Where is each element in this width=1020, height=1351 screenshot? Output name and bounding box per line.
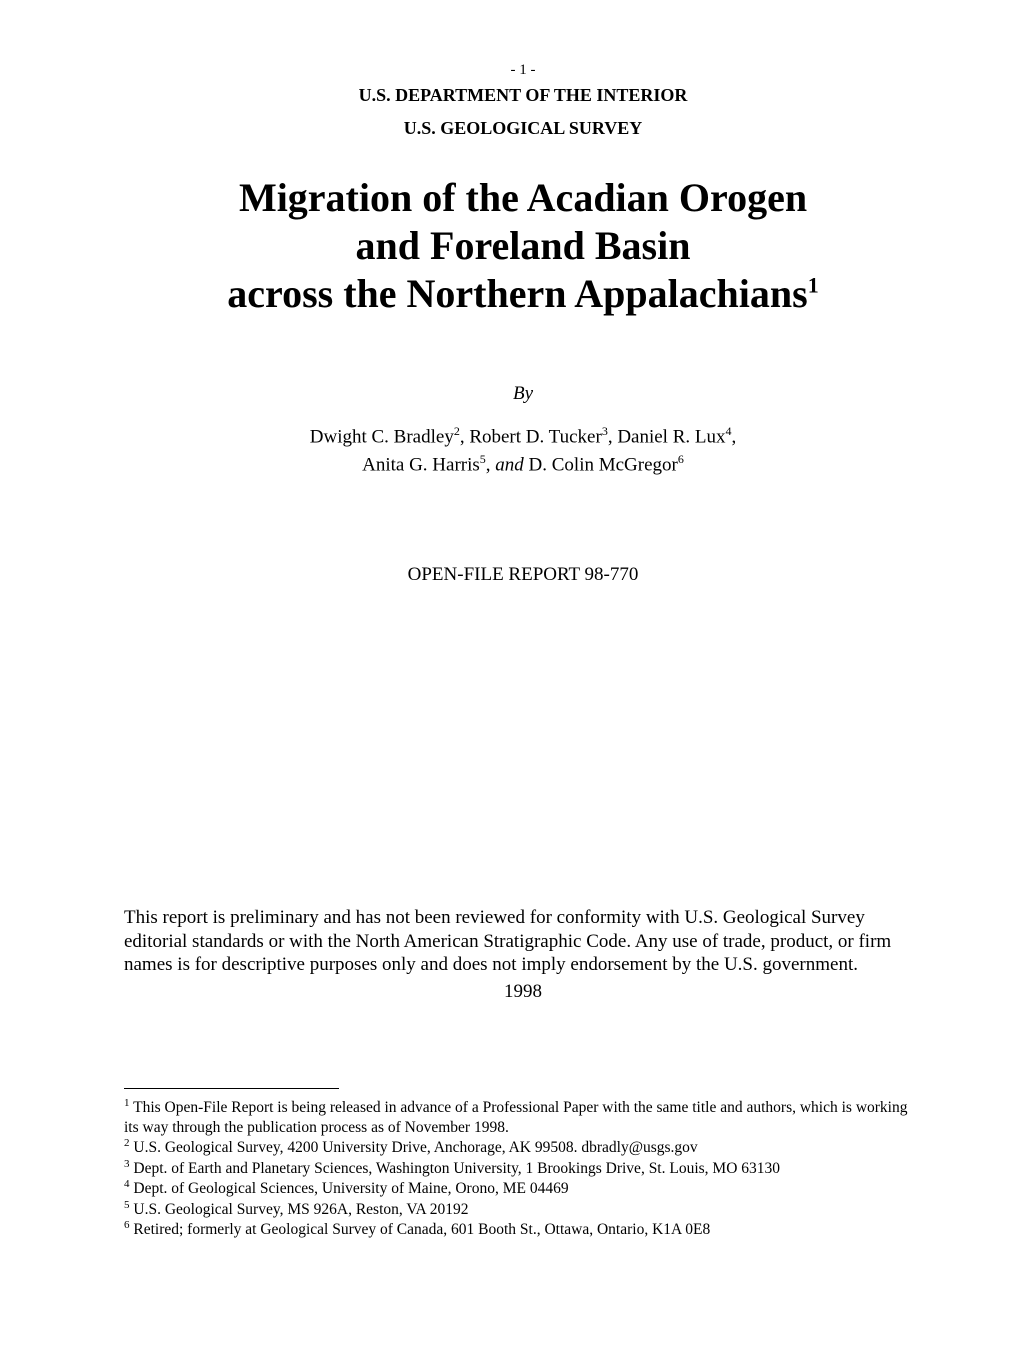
and-word: and bbox=[495, 454, 524, 475]
footnote-3-text: Dept. of Earth and Planetary Sciences, W… bbox=[130, 1160, 781, 1177]
authors-block: Dwight C. Bradley2, Robert D. Tucker3, D… bbox=[124, 423, 922, 479]
footnote-3: 3 Dept. of Earth and Planetary Sciences,… bbox=[124, 1158, 922, 1179]
report-type: OPEN-FILE REPORT 98-770 bbox=[124, 564, 922, 586]
title-line-2: and Foreland Basin bbox=[356, 223, 691, 268]
department-line: U.S. DEPARTMENT OF THE INTERIOR bbox=[124, 85, 922, 106]
footnote-4-text: Dept. of Geological Sciences, University… bbox=[130, 1180, 569, 1197]
title-line-3: across the Northern Appalachians bbox=[227, 271, 807, 316]
author-sep-1: , Robert D. Tucker bbox=[460, 426, 602, 447]
page-number: - 1 - bbox=[124, 62, 922, 79]
disclaimer-text: This report is preliminary and has not b… bbox=[124, 906, 922, 977]
author-1: Dwight C. Bradley bbox=[310, 426, 454, 447]
publication-year: 1998 bbox=[124, 981, 922, 1003]
footnote-5: 5 U.S. Geological Survey, MS 926A, Resto… bbox=[124, 1199, 922, 1220]
author-4: Anita G. Harris bbox=[362, 454, 480, 475]
footnote-5-text: U.S. Geological Survey, MS 926A, Reston,… bbox=[130, 1201, 469, 1218]
footnote-6: 6 Retired; formerly at Geological Survey… bbox=[124, 1219, 922, 1240]
by-label: By bbox=[124, 383, 922, 405]
footnote-1-text: This Open-File Report is being released … bbox=[124, 1099, 907, 1135]
footnote-6-text: Retired; formerly at Geological Survey o… bbox=[130, 1221, 711, 1238]
footnote-separator bbox=[124, 1088, 339, 1089]
survey-line: U.S. GEOLOGICAL SURVEY bbox=[124, 118, 922, 139]
title-footnote-marker: 1 bbox=[808, 273, 819, 298]
author-5-marker: 6 bbox=[678, 452, 684, 466]
author-sep-2: , Daniel R. Lux bbox=[608, 426, 726, 447]
footnote-2-text: U.S. Geological Survey, 4200 University … bbox=[130, 1139, 698, 1156]
title-line-1: Migration of the Acadian Orogen bbox=[239, 175, 807, 220]
footnote-1: 1 This Open-File Report is being release… bbox=[124, 1097, 922, 1137]
author-sep-4: , bbox=[486, 454, 496, 475]
author-5: D. Colin McGregor bbox=[524, 454, 678, 475]
footnote-2: 2 U.S. Geological Survey, 4200 Universit… bbox=[124, 1137, 922, 1158]
footnote-4: 4 Dept. of Geological Sciences, Universi… bbox=[124, 1178, 922, 1199]
document-title: Migration of the Acadian Orogen and Fore… bbox=[124, 174, 922, 318]
author-sep-3: , bbox=[732, 426, 737, 447]
